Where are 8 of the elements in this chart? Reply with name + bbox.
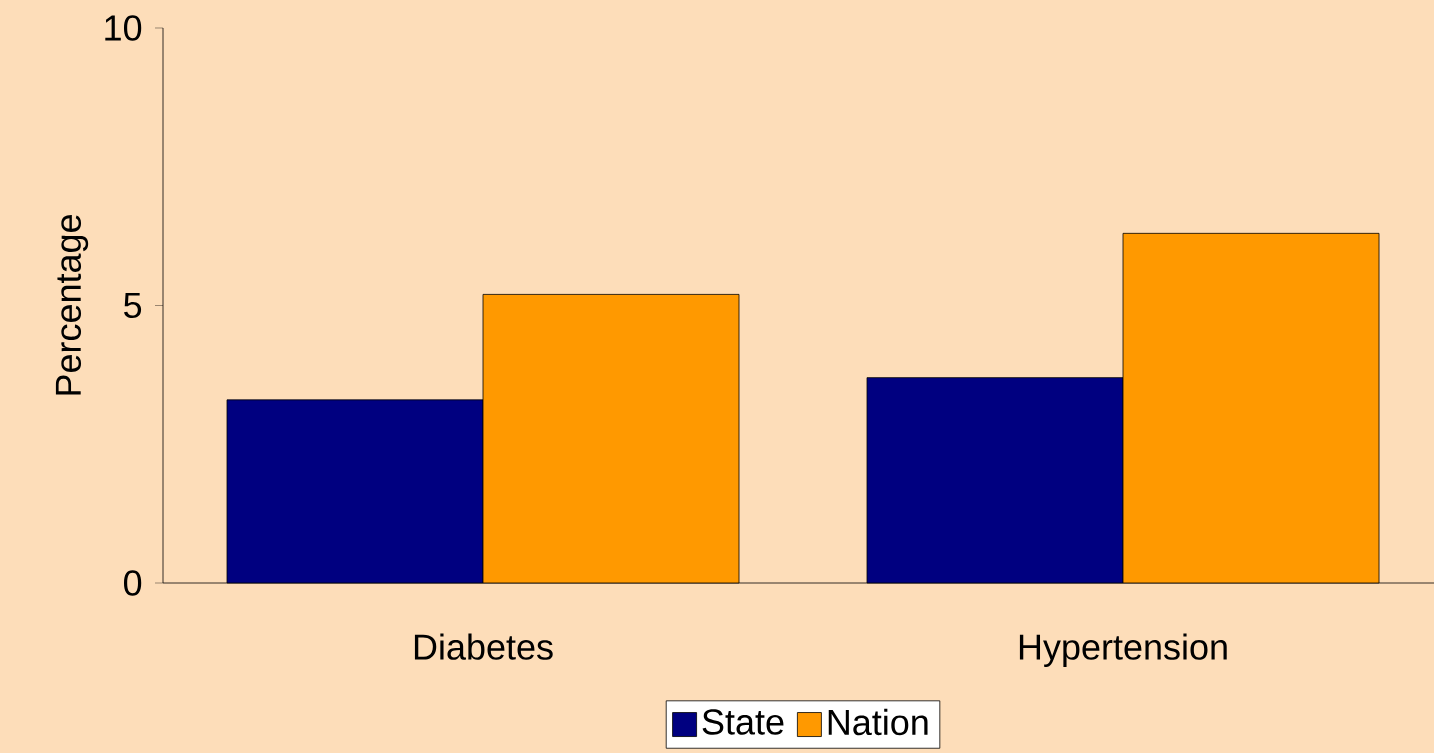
- legend-label: Nation: [828, 708, 928, 736]
- y-tick-label: 10: [105, 15, 142, 41]
- y-axis-title: Percentage: [55, 215, 89, 395]
- x-tick-label: Diabetes: [414, 633, 553, 660]
- x-tick-label: Hypertension: [1019, 633, 1227, 667]
- y-tick-label: 5: [124, 292, 142, 319]
- y-tick-label: 0: [123, 570, 142, 596]
- legend-label: State: [702, 709, 784, 735]
